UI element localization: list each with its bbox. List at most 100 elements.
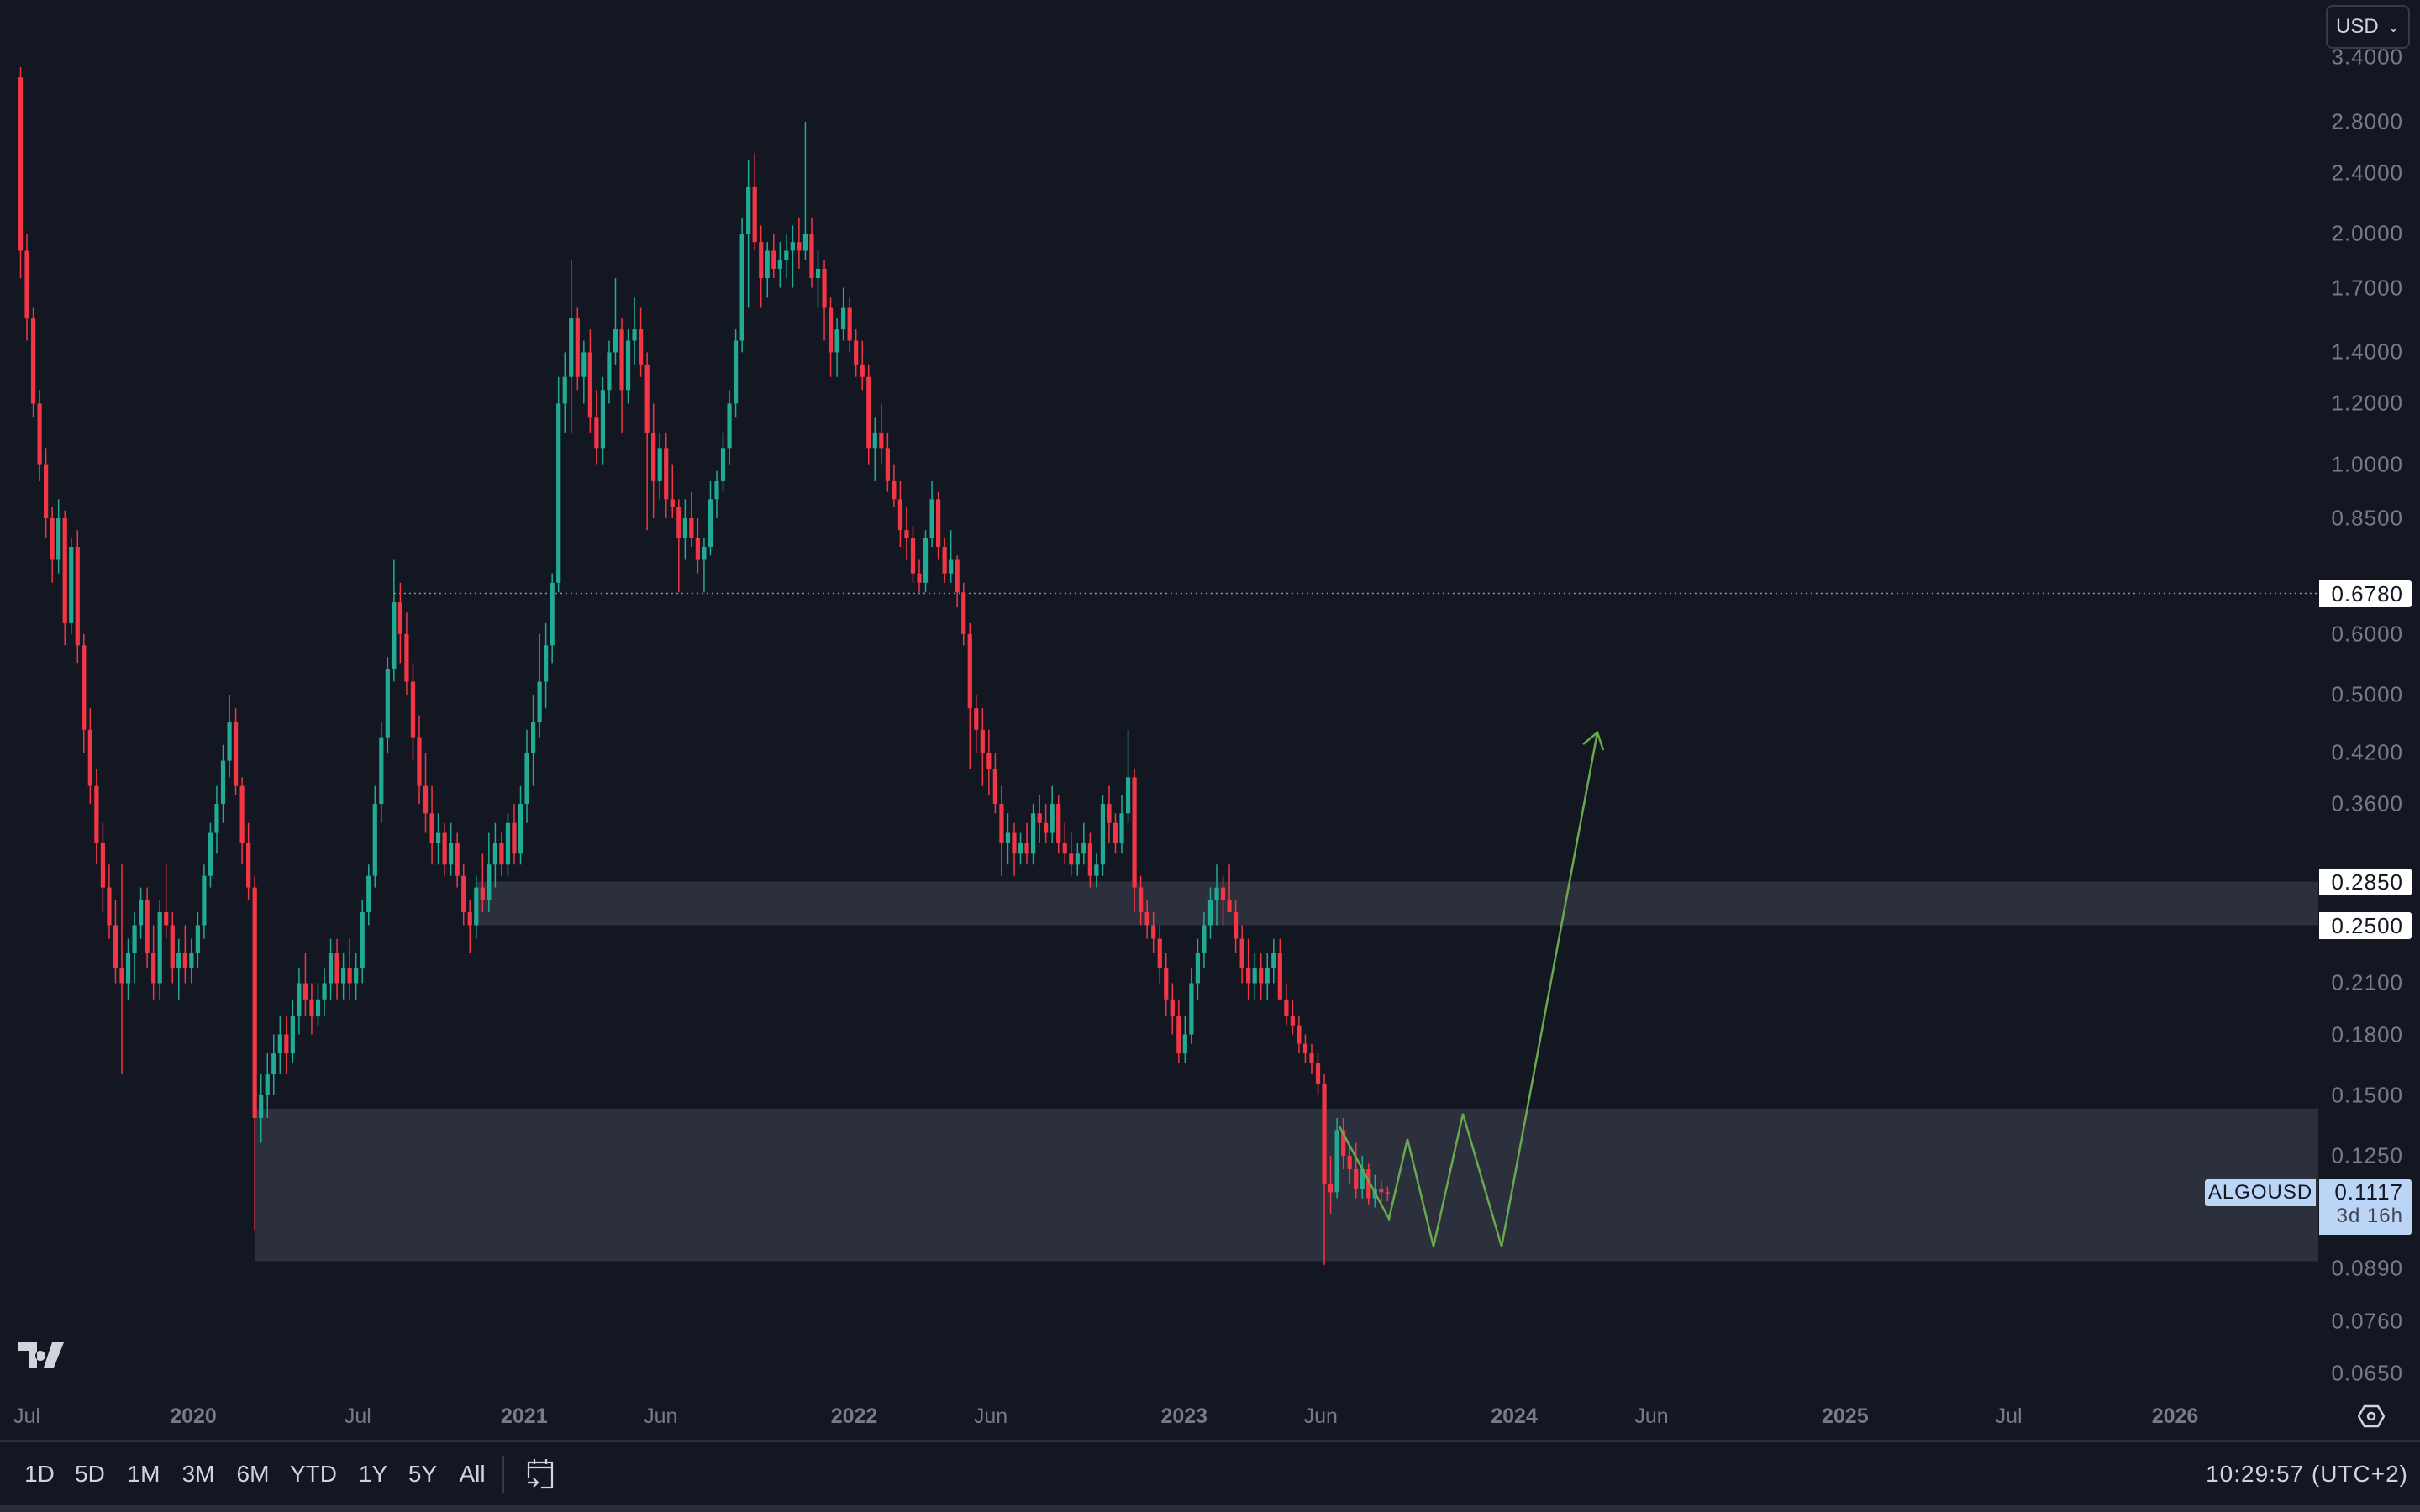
candle [87,708,92,805]
candle-body [1239,938,1244,969]
range-6m-button[interactable]: 6M [236,1461,270,1487]
candle-body [544,645,549,682]
candles-layer [18,66,1390,1265]
candle [607,340,612,404]
candle-body [379,737,384,805]
candle-body [1030,813,1036,854]
candle-body [550,582,555,646]
time-tick: 2025 [1821,1404,1869,1428]
range-1m-button[interactable]: 1M [127,1461,160,1487]
candle-body [372,804,377,876]
candle [613,278,618,365]
currency-selector[interactable]: USD ⌄ [2326,5,2410,49]
symbol-label: ALGOUSD [2205,1179,2316,1206]
candle-body [720,448,726,481]
calendar-goto-icon[interactable] [526,1457,555,1491]
candle [1182,1016,1187,1063]
candle [556,376,561,593]
candle [1030,804,1036,865]
candle [917,559,922,593]
price-chart[interactable] [0,0,2319,1386]
candle-body [334,953,339,984]
candle [581,340,587,404]
candle [562,352,567,433]
candle [164,864,169,939]
candle-body [176,953,182,969]
candle-body [246,843,251,888]
candle-body [1176,1016,1181,1054]
candle [233,708,239,795]
candle [1315,1053,1321,1095]
candle-body [664,448,669,500]
candle [765,242,770,298]
candle-body [1360,1169,1365,1189]
candle-body [999,804,1004,843]
candle-body [670,499,675,507]
candle [82,633,87,753]
candle [1328,1155,1334,1214]
candle-body [214,804,219,833]
candle-body [1379,1189,1384,1193]
range-5d-button[interactable]: 5D [75,1461,105,1487]
candle [220,744,226,823]
candle-body [119,968,124,984]
range-1y-button[interactable]: 1Y [358,1461,388,1487]
range-3m-button[interactable]: 3M [182,1461,215,1487]
candle [1220,875,1226,926]
candle [714,470,719,518]
candle [50,507,55,583]
candle-body [182,953,187,969]
candle-body [132,925,137,953]
candle-body [69,546,74,623]
candle-body [834,329,839,353]
candle-body [992,769,997,805]
candle [1094,853,1099,888]
clock-timezone[interactable]: 10:29:57 (UTC+2) [2206,1461,2408,1487]
candle-body [290,1016,295,1054]
settings-icon[interactable] [2358,1404,2385,1428]
candle [423,753,429,833]
candle-body [62,517,67,623]
candle [372,785,377,888]
candle [1360,1155,1365,1199]
candle-body [1094,864,1099,876]
candle [569,260,574,433]
candle [1170,983,1175,1035]
range-all-button[interactable]: All [459,1461,486,1487]
candle [1341,1118,1346,1170]
candle [999,785,1004,876]
candle [18,66,24,279]
price-tick: 0.6000 [2331,621,2403,647]
candle-body [802,234,808,251]
bottom-strip [0,1505,2420,1512]
candle [974,695,979,753]
range-1d-button[interactable]: 1D [24,1461,55,1487]
candle [455,832,460,888]
range-ytd-button[interactable]: YTD [290,1461,337,1487]
candle-body [929,499,934,538]
candle-body [366,875,371,912]
candle [284,1016,289,1074]
candle-body [524,753,529,805]
price-tick: 1.7000 [2331,275,2403,301]
candle-body [784,250,789,260]
candle [474,875,479,939]
candle [828,297,834,377]
candle-body [1207,899,1213,926]
time-tick: 2024 [1491,1404,1538,1428]
candle-body [1081,843,1086,854]
candle [524,729,529,823]
candle [170,911,175,984]
candle-body [1315,1063,1321,1084]
candle-body [309,999,314,1017]
candle [866,364,871,465]
candle [1125,729,1131,823]
candle [1119,795,1124,854]
candle [815,250,821,308]
candle [904,507,909,560]
candle-body [967,633,972,709]
tradingview-logo[interactable] [18,1342,71,1371]
range-5y-button[interactable]: 5Y [408,1461,438,1487]
price-tick: 0.1500 [2331,1082,2403,1108]
candle-body [702,546,707,560]
